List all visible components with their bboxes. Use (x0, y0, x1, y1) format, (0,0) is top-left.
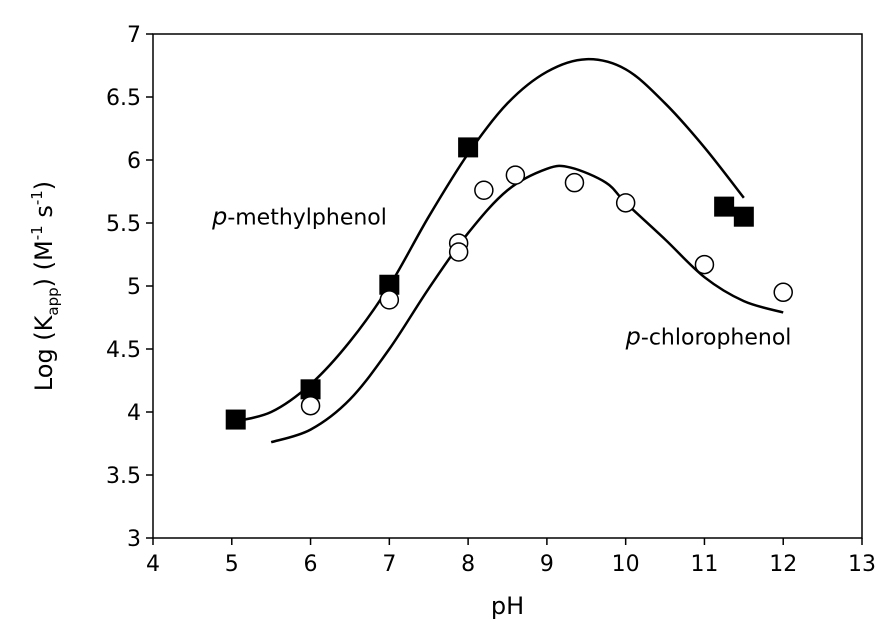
x-tick-label: 8 (461, 552, 475, 577)
data-point-circle (448, 242, 469, 262)
data-point-square (225, 409, 246, 430)
y-axis-title-sub: app (44, 287, 62, 315)
y-axis-title-sup2: -1 (28, 190, 46, 205)
y-tick-label: 3 (127, 527, 141, 552)
y-axis-title-mid: ) (M (30, 240, 58, 287)
annotation-chlorophenol-prefix: p (625, 322, 641, 350)
x-tick-label: 9 (540, 552, 554, 577)
y-tick-label: 3.5 (106, 464, 141, 489)
data-point-square (300, 379, 321, 400)
data-point-circle (615, 193, 636, 213)
annotation-methylphenol: p-methylphenol (211, 203, 387, 231)
fitted-curves (231, 57, 784, 444)
x-axis-title: pH (491, 592, 524, 620)
y-tick-label: 6.5 (106, 86, 141, 111)
y-tick-label: 6 (127, 149, 141, 174)
x-tick-label: 13 (848, 552, 876, 577)
annotation-chlorophenol-text: -chlorophenol (641, 325, 792, 350)
y-axis-title-end: ) (30, 181, 58, 190)
data-point-circle (694, 254, 715, 275)
x-tick-label: 4 (146, 552, 160, 577)
x-tick-label: 11 (690, 552, 718, 577)
y-axis-title: Log (Kapp) (M-1 s-1) (28, 181, 62, 391)
x-tick-label: 12 (769, 552, 797, 577)
y-tick-label: 7 (127, 23, 141, 48)
y-tick-label: 4 (127, 401, 141, 426)
y-axis-title-sup1: -1 (28, 225, 46, 240)
curve-upper (231, 57, 745, 424)
y-axis-title-space: s (30, 205, 58, 225)
y-tick-label: 5 (127, 275, 141, 300)
data-point-circle (505, 165, 526, 185)
y-tick-label: 5.5 (106, 212, 141, 237)
plot-frame (152, 33, 863, 539)
data-point-circle (564, 172, 585, 193)
x-tick-label: 10 (612, 552, 640, 577)
y-tick-label: 4.5 (106, 338, 141, 363)
data-points (225, 137, 793, 430)
x-axis-ticks: 4 5 6 7 8 9 10 11 12 13 (146, 538, 876, 577)
annotation-methylphenol-text: -methylphenol (227, 206, 387, 231)
x-tick-label: 6 (304, 552, 318, 577)
data-point-circle (773, 282, 793, 303)
data-point-circle (300, 395, 321, 416)
annotation-chlorophenol: p-chlorophenol (625, 322, 792, 350)
data-point-square (714, 196, 735, 217)
data-point-circle (379, 290, 400, 310)
data-point-square (733, 206, 754, 227)
data-point-circle (474, 180, 494, 200)
x-tick-label: 5 (225, 552, 239, 577)
y-axis-title-base: Log (K (30, 314, 58, 391)
data-point-square (379, 274, 400, 295)
data-point-square (458, 137, 479, 158)
annotation-methylphenol-prefix: p (211, 203, 227, 231)
x-tick-label: 7 (382, 552, 396, 577)
curve-lower (270, 164, 784, 444)
y-axis-ticks: 3 3.5 4 4.5 5 5.5 6 6.5 7 (106, 23, 153, 552)
